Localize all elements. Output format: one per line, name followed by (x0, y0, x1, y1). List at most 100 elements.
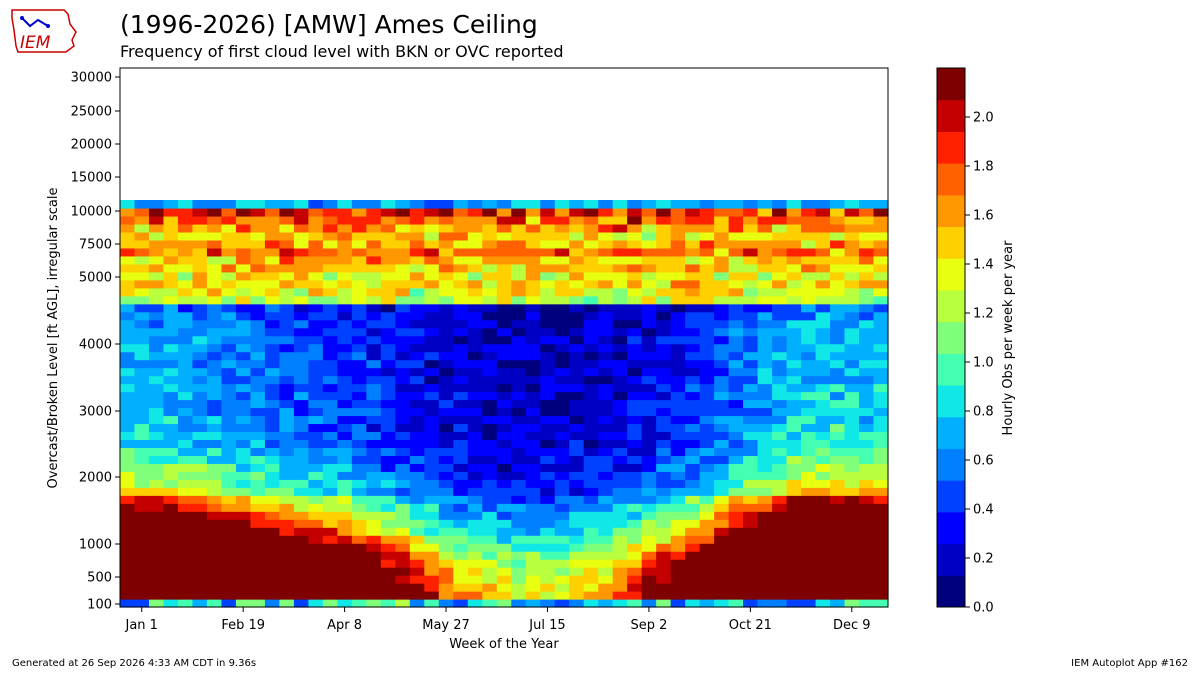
heatmap-cell (409, 200, 425, 209)
heatmap-cell (177, 287, 194, 297)
heatmap-cell (366, 383, 382, 393)
heatmap-cell (496, 527, 512, 536)
heatmap-cell (380, 335, 396, 345)
heatmap-cell (148, 383, 165, 393)
heatmap-cell (714, 543, 730, 552)
heatmap-cell (308, 311, 324, 321)
heatmap-cell (569, 399, 585, 409)
heatmap-cell (438, 207, 454, 217)
heatmap-cell (873, 255, 889, 265)
heatmap-cell (366, 431, 382, 441)
heatmap-cell (293, 455, 309, 464)
heatmap-cell (801, 391, 817, 401)
heatmap-cell (786, 479, 802, 488)
heatmap-cell (366, 287, 382, 297)
heatmap-cell (873, 319, 889, 329)
heatmap-cell (409, 247, 425, 257)
heatmap-cell (424, 575, 440, 584)
heatmap-cell (815, 535, 831, 544)
heatmap-cell (206, 223, 223, 233)
heatmap-cell (192, 207, 208, 217)
heatmap-cell (859, 279, 875, 289)
heatmap-cell (351, 319, 367, 329)
heatmap-cell (873, 583, 889, 592)
heatmap-cell (409, 559, 425, 568)
heatmap-cell (322, 423, 338, 433)
heatmap-cell (699, 583, 715, 592)
heatmap-cell (540, 399, 556, 409)
heatmap-cell (438, 287, 454, 297)
heatmap-cell (293, 535, 309, 544)
heatmap-cell (250, 239, 266, 249)
heatmap-cell (699, 255, 715, 265)
heatmap-cell (192, 567, 208, 576)
heatmap-cell (873, 463, 889, 472)
heatmap-cell (120, 335, 136, 345)
heatmap-cell (409, 583, 425, 592)
heatmap-cell (554, 519, 570, 528)
heatmap-cell (554, 359, 570, 369)
heatmap-cell (670, 439, 686, 448)
heatmap-cell (380, 367, 396, 377)
heatmap-cell (830, 455, 846, 464)
heatmap-cell (786, 455, 802, 464)
heatmap-cell (120, 383, 136, 393)
heatmap-cell (743, 519, 759, 528)
heatmap-cell (337, 503, 353, 512)
heatmap-cell (511, 503, 527, 512)
heatmap-cell (279, 519, 295, 528)
heatmap-cell (757, 399, 773, 409)
heatmap-cell (424, 535, 440, 544)
heatmap-cell (148, 463, 165, 472)
heatmap-cell (453, 215, 469, 225)
heatmap-cell (525, 511, 541, 520)
heatmap-cell (264, 287, 280, 297)
heatmap-cell (598, 447, 614, 456)
heatmap-cell (525, 287, 541, 297)
heatmap-cell (438, 343, 454, 353)
heatmap-cell (293, 463, 309, 472)
heatmap-cell (337, 367, 353, 377)
heatmap-cell (177, 487, 194, 496)
heatmap-cell (830, 295, 846, 305)
heatmap-cell (148, 455, 165, 464)
heatmap-cell (337, 599, 353, 608)
heatmap-cell (279, 303, 295, 313)
heatmap-cell (337, 391, 353, 401)
heatmap-cell (511, 223, 527, 233)
heatmap-cell (670, 407, 686, 417)
heatmap-cell (786, 215, 802, 225)
heatmap-cell (612, 271, 628, 281)
heatmap-cell (120, 599, 136, 608)
heatmap-cell (177, 463, 194, 472)
heatmap-cell (815, 215, 831, 225)
heatmap-cell (525, 399, 541, 409)
heatmap-cell (163, 271, 179, 281)
heatmap-cell (351, 367, 367, 377)
heatmap-cell (308, 343, 324, 353)
heatmap-cell (192, 575, 208, 584)
heatmap-cell (844, 223, 860, 233)
heatmap-cell (482, 271, 498, 281)
heatmap-cell (757, 247, 773, 257)
heatmap-cell (395, 279, 411, 289)
heatmap-cell (308, 287, 324, 297)
heatmap-cell (467, 295, 483, 305)
heatmap-cell (714, 215, 730, 225)
heatmap-cell (656, 447, 672, 456)
heatmap-cell (815, 399, 831, 409)
heatmap-cell (540, 407, 556, 417)
heatmap-cell (366, 263, 382, 273)
heatmap-cell (540, 247, 556, 257)
heatmap-cell (569, 367, 585, 377)
heatmap-cell (134, 215, 150, 225)
heatmap-cell (670, 543, 686, 552)
heatmap-cell (308, 255, 324, 265)
heatmap-cell (134, 359, 150, 369)
heatmap-cell (743, 471, 759, 480)
heatmap-cell (366, 455, 382, 464)
heatmap-cell (540, 287, 556, 297)
heatmap-cell (467, 407, 483, 417)
heatmap-cell (685, 215, 701, 225)
heatmap-cell (409, 391, 425, 401)
